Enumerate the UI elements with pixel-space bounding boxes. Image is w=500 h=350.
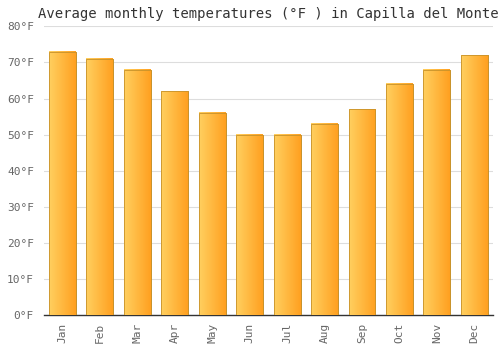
Bar: [198, 113, 226, 315]
Bar: [424, 70, 450, 315]
Bar: [386, 84, 413, 315]
Bar: [86, 59, 114, 315]
Bar: [386, 84, 413, 315]
Bar: [124, 70, 151, 315]
Bar: [162, 91, 188, 315]
Bar: [236, 135, 263, 315]
Bar: [49, 51, 76, 315]
Bar: [461, 55, 488, 315]
Bar: [274, 135, 300, 315]
Bar: [461, 55, 488, 315]
Bar: [49, 51, 76, 315]
Bar: [348, 109, 376, 315]
Bar: [424, 70, 450, 315]
Bar: [274, 135, 300, 315]
Bar: [236, 135, 263, 315]
Bar: [124, 70, 151, 315]
Bar: [162, 91, 188, 315]
Title: Average monthly temperatures (°F ) in Capilla del Monte: Average monthly temperatures (°F ) in Ca…: [38, 7, 498, 21]
Bar: [311, 124, 338, 315]
Bar: [86, 59, 114, 315]
Bar: [348, 109, 376, 315]
Bar: [311, 124, 338, 315]
Bar: [198, 113, 226, 315]
